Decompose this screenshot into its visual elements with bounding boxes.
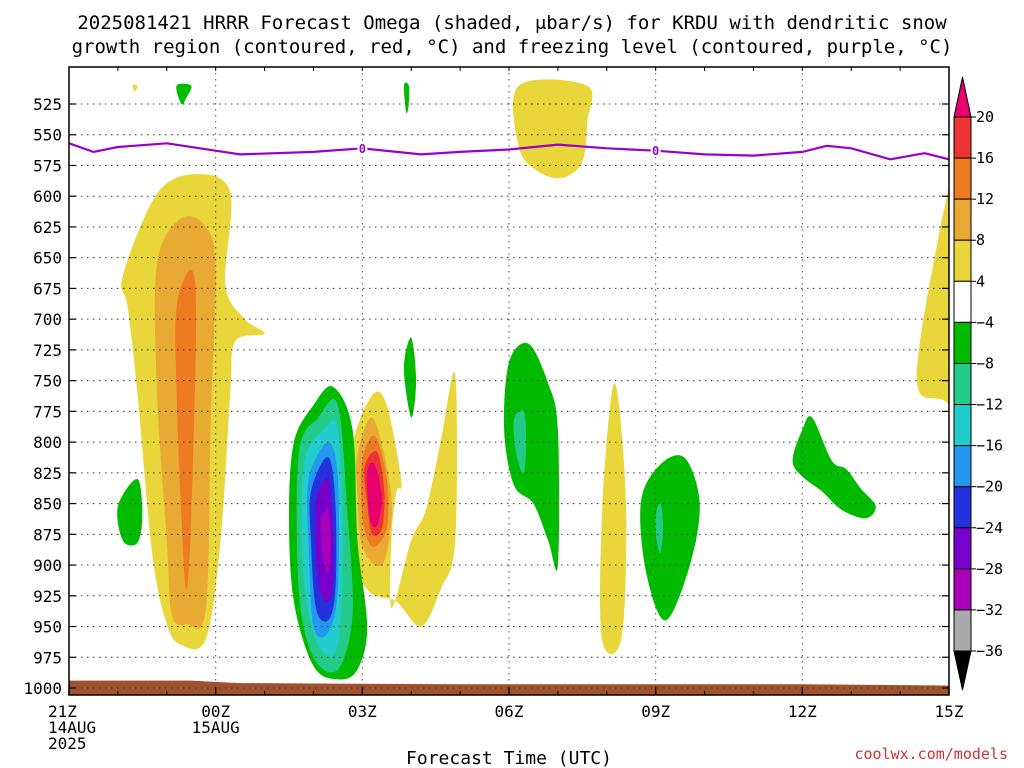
y-tick-label-900: 900 (33, 556, 62, 575)
omega-region-7 (366, 462, 382, 528)
y-tick-label-750: 750 (33, 372, 62, 391)
y-tick-label-975: 975 (33, 648, 62, 667)
colorbar-bottom-triangle (953, 650, 972, 691)
y-tick-label-725: 725 (33, 341, 62, 360)
colorbar-segment-3 (953, 198, 972, 241)
omega-region-16 (513, 410, 527, 474)
colorbar-segment-7 (953, 362, 972, 406)
freezing-label-bg-0 (357, 141, 368, 155)
colorbar-label-1: 16 (976, 149, 994, 167)
colorbar-label-8: −16 (976, 437, 1003, 455)
x-tick-label-0-1: 14AUG (48, 718, 96, 737)
plot-frame (68, 66, 950, 696)
colorbar-segment-6 (953, 321, 972, 364)
colorbar-segment-9 (953, 445, 972, 488)
colorbar-segment-11 (953, 527, 972, 570)
omega-region-20 (792, 416, 876, 519)
chart-title-line1: 2025081421 HRRR Forecast Omega (shaded, … (77, 12, 947, 34)
y-tick-label-575: 575 (33, 156, 62, 175)
freezing-level-label-1: 0 (652, 144, 659, 158)
colorbar-label-11: −28 (976, 560, 1003, 578)
colorbar: 20 16 12 8 4 −4 −8 −12 −16 −20 −24 −28 −32 −36 (953, 76, 1003, 691)
y-tick-label-875: 875 (33, 525, 62, 544)
colorbar-label-12: −32 (976, 601, 1003, 619)
colorbar-label-4: 4 (976, 272, 985, 290)
y-tick-label-675: 675 (33, 279, 62, 298)
x-tick-label-12-0: 09Z (641, 702, 670, 721)
omega-region-25 (403, 82, 410, 114)
omega-region-14 (320, 508, 331, 572)
omega-region-24 (176, 83, 192, 105)
y-tick-label-600: 600 (33, 187, 62, 206)
omega-shading (69, 79, 949, 695)
freezing-level-line (69, 142, 949, 161)
colorbar-segment-10 (953, 486, 972, 529)
y-tick-label-700: 700 (33, 310, 62, 329)
colorbar-label-0: 20 (976, 108, 994, 126)
colorbar-segment-4 (953, 239, 972, 282)
x-tick-label-3-1: 15AUG (192, 718, 240, 737)
omega-region-21 (117, 478, 143, 546)
colorbar-top-triangle (953, 76, 972, 118)
omega-region-2 (175, 269, 197, 590)
colorbar-segment-5 (953, 280, 972, 323)
y-axis: 525 550 575 600 625 650 675 700 725 750 775 800 825 8… (23, 95, 949, 698)
omega-region-27 (132, 84, 138, 92)
colorbar-label-9: −20 (976, 478, 1003, 496)
x-tick-label-15-0: 12Z (788, 702, 817, 721)
y-tick-label-950: 950 (33, 618, 62, 637)
omega-region-19 (655, 503, 663, 554)
y-tick-label-850: 850 (33, 495, 62, 514)
colorbar-segment-13 (953, 609, 972, 652)
credit-text: coolwx.com/models (854, 745, 1008, 763)
omega-region-18 (640, 455, 700, 621)
y-tick-label-650: 650 (33, 249, 62, 268)
colorbar-label-3: 8 (976, 231, 985, 249)
y-tick-label-800: 800 (33, 433, 62, 452)
omega-region-22 (916, 183, 949, 406)
x-axis-label: Forecast Time (UTC) (406, 748, 612, 768)
colorbar-label-10: −24 (976, 519, 1003, 537)
x-tick-label-0-2: 2025 (48, 734, 87, 753)
x-tick-label-0-0: 21Z (48, 702, 77, 721)
freezing-level-label-0: 0 (359, 142, 366, 156)
chart-title-line2: growth region (contoured, red, °C) and f… (72, 36, 953, 58)
y-tick-label-825: 825 (33, 464, 62, 483)
x-tick-label-18-0: 15Z (935, 702, 964, 721)
colorbar-label-6: −8 (976, 354, 994, 372)
omega-region-17 (600, 383, 627, 655)
colorbar-label-2: 12 (976, 190, 994, 208)
colorbar-label-5: −4 (976, 313, 994, 331)
omega-region-15 (503, 342, 560, 571)
colorbar-segment-12 (953, 568, 972, 611)
y-tick-label-775: 775 (33, 402, 62, 421)
y-tick-label-625: 625 (33, 218, 62, 237)
y-tick-label-525: 525 (33, 95, 62, 114)
x-tick-label-6-0: 03Z (348, 702, 377, 721)
x-tick-label-9-0: 06Z (495, 702, 524, 721)
colorbar-segment-8 (953, 404, 972, 447)
freezing-label-bg-1 (650, 143, 661, 157)
omega-region-23 (512, 79, 593, 179)
y-tick-label-925: 925 (33, 587, 62, 606)
colorbar-label-13: −36 (976, 642, 1003, 660)
y-tick-label-550: 550 (33, 126, 62, 145)
colorbar-label-7: −12 (976, 396, 1003, 414)
colorbar-segment-1 (953, 116, 972, 159)
y-tick-label-1000: 1000 (23, 679, 62, 698)
colorbar-segment-2 (953, 157, 972, 200)
omega-region-26 (403, 337, 417, 418)
x-tick-label-3-0: 00Z (201, 702, 230, 721)
